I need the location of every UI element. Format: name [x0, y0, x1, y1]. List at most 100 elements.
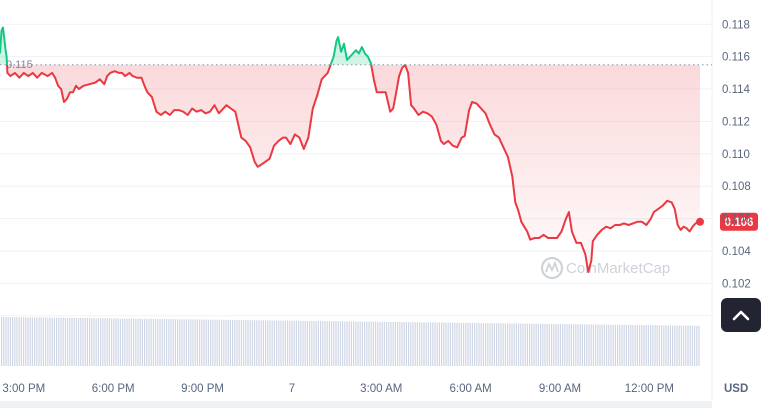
volume-bar: [342, 321, 344, 366]
volume-bar: [694, 325, 696, 366]
volume-bar: [271, 320, 273, 366]
volume-bar: [326, 321, 328, 366]
volume-bar: [344, 321, 346, 366]
volume-bar: [353, 321, 355, 366]
volume-bar: [364, 321, 366, 366]
volume-bar: [221, 319, 223, 366]
volume-bar: [97, 318, 99, 366]
volume-bar: [287, 320, 289, 366]
volume-bar: [106, 318, 108, 366]
volume-bar: [381, 321, 383, 366]
volume-bar: [568, 324, 570, 366]
volume-bar: [236, 319, 238, 366]
volume-bar: [421, 322, 423, 366]
volume-bar: [612, 324, 614, 366]
volume-bar: [581, 324, 583, 366]
volume-bar: [295, 320, 297, 366]
volume-bar: [47, 317, 49, 366]
volume-bar: [592, 324, 594, 366]
volume-bar: [443, 322, 445, 366]
y-axis: 0.118 0.116 0.114 0.112 0.110 0.108 0.106 0.104…: [722, 19, 751, 322]
volume-bar: [234, 319, 236, 366]
volume-bar: [370, 321, 372, 366]
volume-bar: [229, 319, 231, 366]
volume-bar: [377, 321, 379, 366]
volume-bar: [392, 321, 394, 366]
volume-bar: [465, 322, 467, 366]
volume-bar: [9, 317, 11, 366]
volume-bar: [16, 317, 18, 366]
volume-bar: [298, 320, 300, 366]
volume-bar: [269, 320, 271, 366]
y-tick-label: 0.102: [722, 278, 751, 290]
chart-bottom-strip: [0, 401, 712, 408]
volume-bar: [498, 323, 500, 366]
volume-bar: [289, 320, 291, 366]
volume-bar: [100, 318, 102, 366]
volume-bar: [445, 322, 447, 366]
volume-bars: [1, 317, 700, 366]
volume-bar: [537, 323, 539, 366]
volume-bar: [315, 320, 317, 366]
volume-bar: [146, 318, 148, 366]
scroll-to-top-button[interactable]: [721, 298, 761, 332]
volume-bar: [526, 323, 528, 366]
volume-bar: [232, 319, 234, 366]
volume-bar: [601, 324, 603, 366]
volume-bar: [238, 320, 240, 366]
volume-bar: [419, 322, 421, 366]
volume-bar: [606, 324, 608, 366]
volume-bar: [276, 320, 278, 366]
volume-bar: [553, 323, 555, 366]
volume-bar: [401, 322, 403, 366]
volume-bar: [212, 319, 214, 366]
volume-bar: [438, 322, 440, 366]
volume-bar: [366, 321, 368, 366]
price-line-up: [0, 26, 407, 65]
coinmarketcap-watermark: CoinMarketCap: [540, 256, 670, 280]
volume-bar: [656, 325, 658, 366]
volume-bar: [126, 318, 128, 366]
volume-bar: [562, 324, 564, 366]
volume-bar: [251, 320, 253, 366]
volume-bar: [67, 317, 69, 366]
volume-bar: [630, 324, 632, 366]
volume-bar: [546, 323, 548, 366]
volume-bar: [625, 324, 627, 366]
volume-bar: [161, 319, 163, 366]
volume-bar: [410, 322, 412, 366]
volume-bar: [71, 317, 73, 366]
volume-bar: [559, 324, 561, 366]
volume-bar: [34, 317, 36, 366]
volume-bar: [82, 318, 84, 366]
volume-bar: [137, 318, 139, 366]
x-tick-label: 6:00 PM: [92, 383, 135, 395]
volume-bar: [480, 323, 482, 366]
volume-bar: [683, 325, 685, 366]
volume-bar: [196, 319, 198, 366]
volume-bar: [485, 323, 487, 366]
volume-bar: [300, 320, 302, 366]
volume-bar: [390, 321, 392, 366]
volume-bar: [698, 325, 700, 366]
volume-bar: [397, 322, 399, 366]
volume-bar: [93, 318, 95, 366]
volume-bar: [243, 320, 245, 366]
volume-bar: [227, 319, 229, 366]
volume-bar: [128, 318, 130, 366]
volume-bar: [430, 322, 432, 366]
volume-bar: [533, 323, 535, 366]
volume-bar: [557, 324, 559, 366]
volume-bar: [157, 318, 159, 366]
volume-bar: [293, 320, 295, 366]
volume-bar: [661, 325, 663, 366]
volume-bar: [216, 319, 218, 366]
volume-bar: [56, 317, 58, 366]
volume-bar: [108, 318, 110, 366]
volume-bar: [663, 325, 665, 366]
volume-bar: [689, 325, 691, 366]
volume-bar: [555, 323, 557, 366]
volume-bar: [135, 318, 137, 366]
volume-bar: [174, 319, 176, 366]
